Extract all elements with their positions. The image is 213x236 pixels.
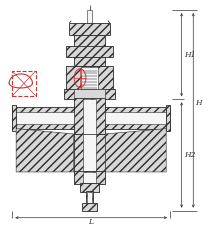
Bar	[74, 98, 105, 135]
Text: H: H	[195, 99, 202, 107]
Bar	[166, 105, 170, 131]
Bar	[74, 57, 105, 66]
Bar	[105, 112, 170, 124]
Bar	[74, 35, 105, 48]
Bar	[87, 10, 92, 23]
Bar	[66, 46, 113, 57]
Bar	[88, 192, 92, 203]
Text: L: L	[89, 218, 94, 226]
Bar	[80, 183, 99, 192]
Bar	[81, 67, 98, 89]
Bar	[69, 23, 110, 35]
Bar	[74, 134, 105, 172]
Bar	[12, 105, 16, 131]
Bar	[66, 66, 113, 90]
Polygon shape	[105, 129, 166, 172]
Polygon shape	[16, 129, 74, 172]
Bar	[86, 191, 93, 204]
Bar	[83, 99, 96, 134]
Bar	[64, 89, 115, 99]
Bar	[74, 172, 105, 184]
Text: H1: H1	[184, 51, 196, 59]
Bar	[82, 203, 97, 211]
Text: H2: H2	[184, 151, 196, 159]
Bar	[105, 107, 170, 129]
Bar	[83, 135, 96, 172]
Bar	[83, 172, 96, 183]
Bar	[13, 112, 74, 124]
Bar	[12, 107, 74, 129]
Bar	[74, 89, 105, 99]
